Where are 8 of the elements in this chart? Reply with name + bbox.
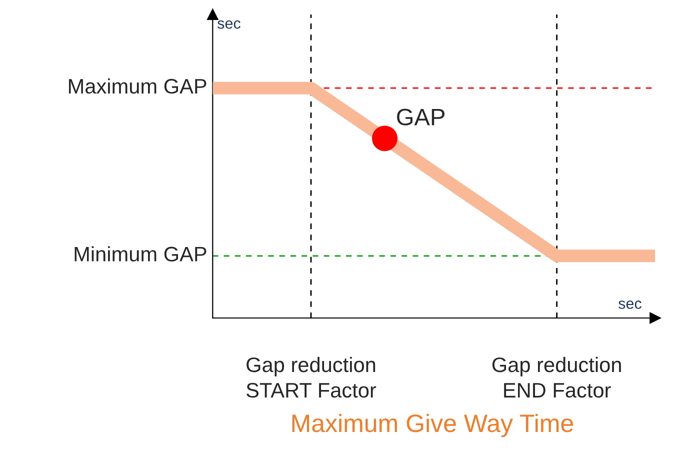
ref-line-label: Minimum GAP	[74, 246, 206, 262]
x-axis-title: sec	[618, 300, 642, 309]
x-tick-label: Gap reduction START Factor	[246, 356, 376, 398]
x-tick-label: Gap reduction END Factor	[492, 356, 621, 398]
series-label: GAP	[397, 108, 444, 126]
y-axis-title: sec	[218, 20, 240, 29]
text: Maximum Give Way Time	[292, 414, 573, 438]
ref-line-label: Maximum GAP	[68, 78, 206, 94]
